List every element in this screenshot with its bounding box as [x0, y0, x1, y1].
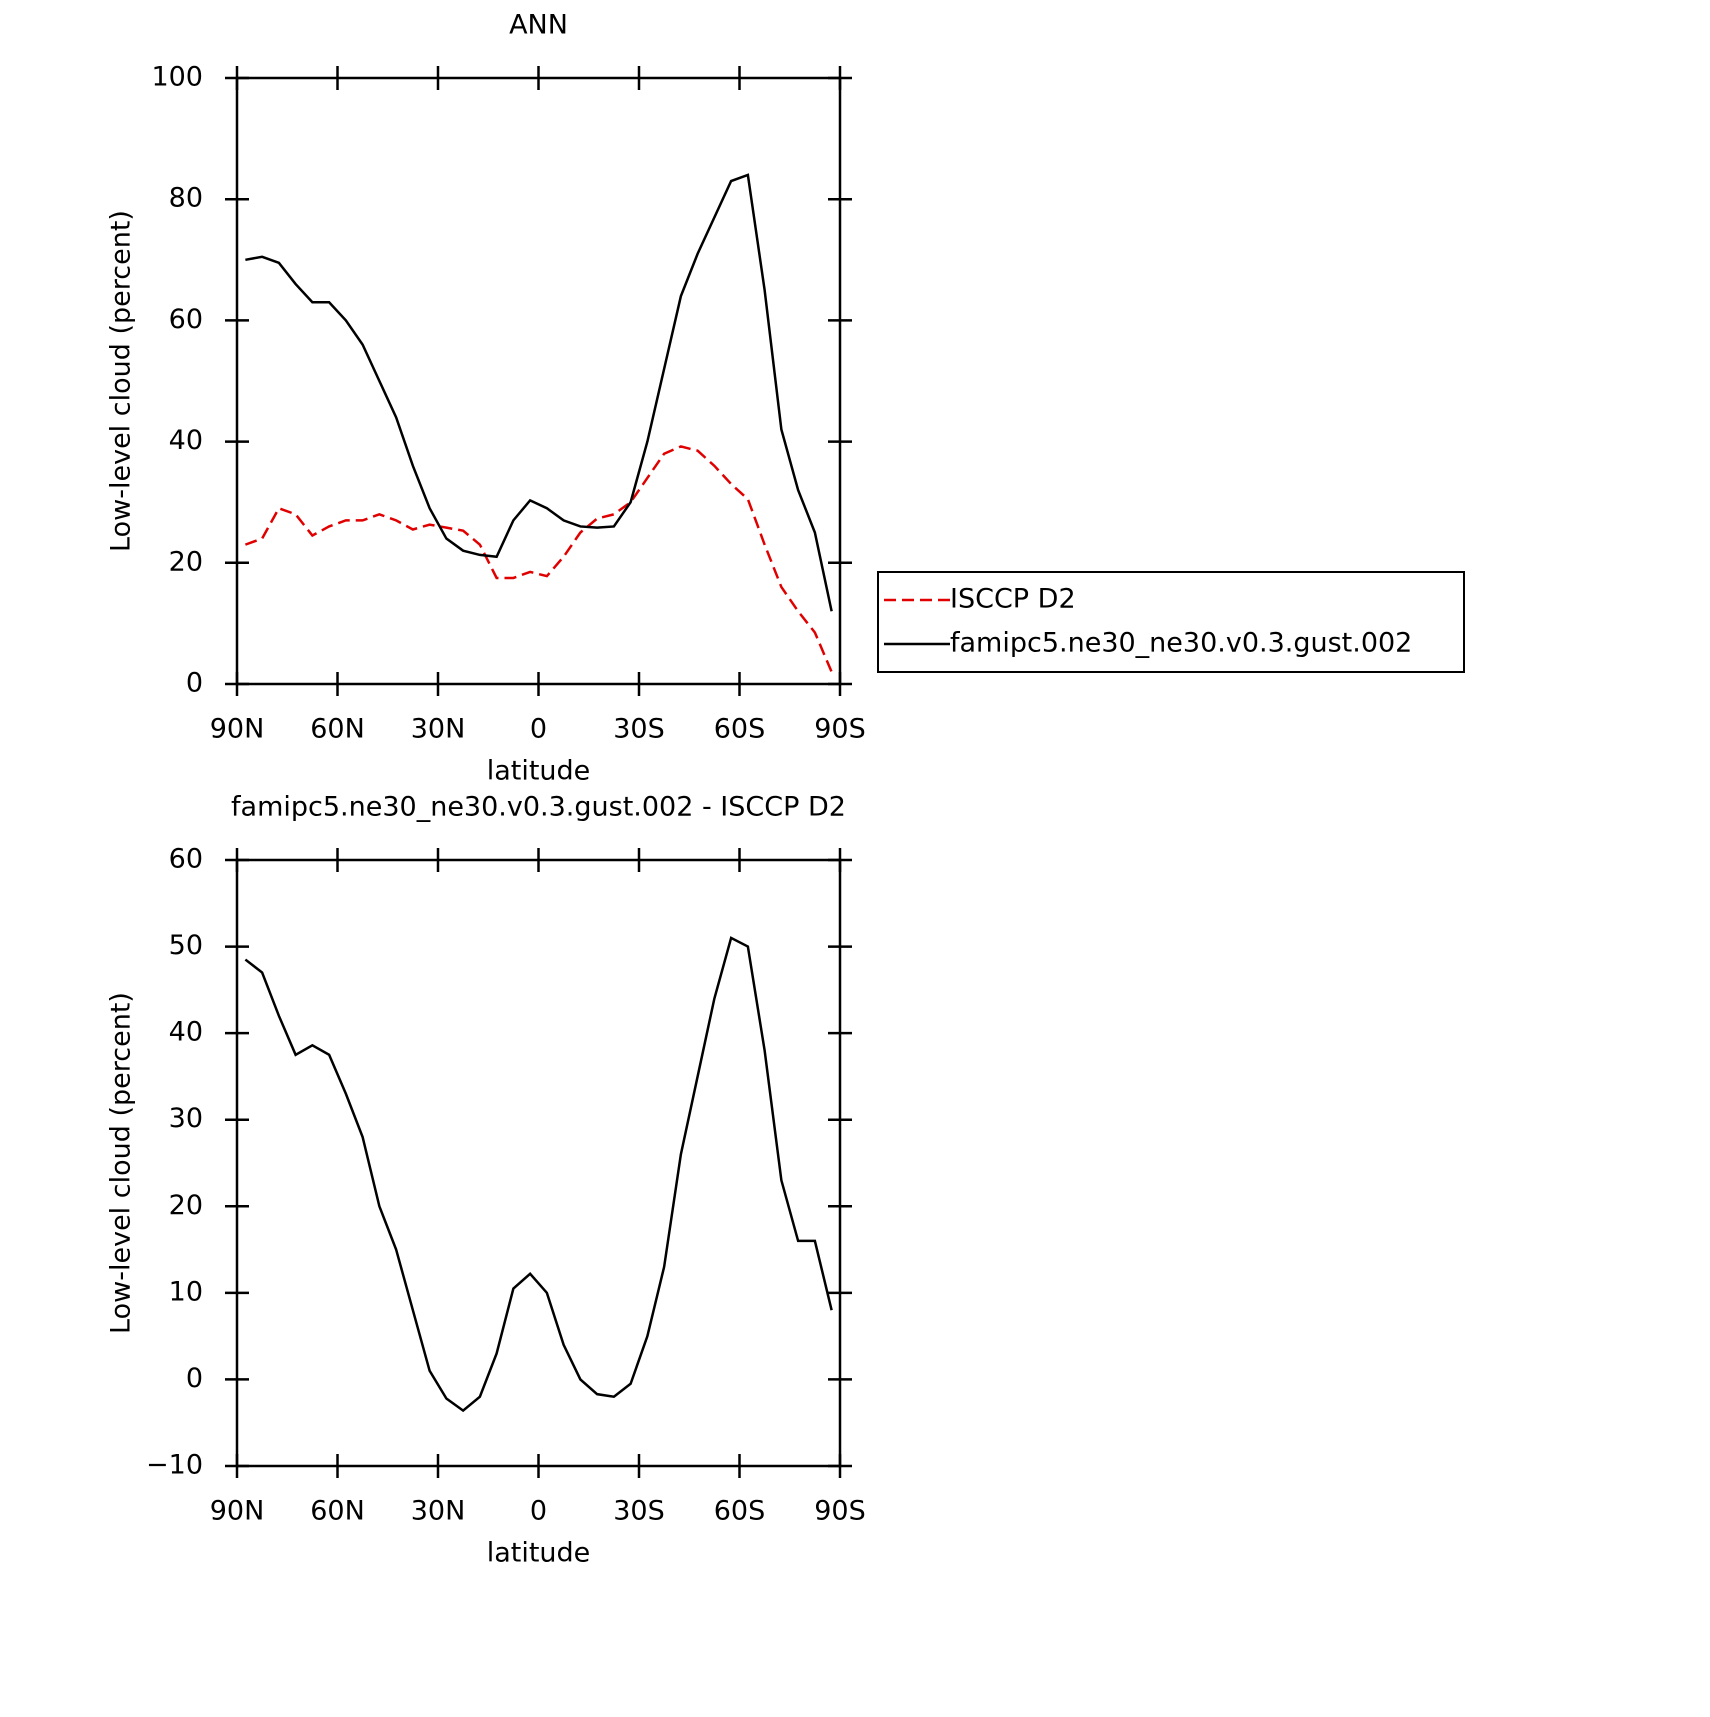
x-tick-label: 90S — [814, 714, 866, 745]
x-tick-label: 60N — [310, 1496, 365, 1527]
x-tick-label: 30N — [411, 714, 466, 745]
y-tick-label: 60 — [169, 844, 203, 875]
x-tick-label: 30S — [613, 714, 665, 745]
x-tick-label: 90N — [210, 1496, 265, 1527]
data-line — [245, 173, 833, 612]
y-tick-label: 100 — [151, 62, 203, 93]
data-line — [244, 445, 833, 673]
legend-label: famipc5.ne30_ne30.v0.3.gust.002 — [950, 628, 1412, 659]
y-tick-label: 60 — [169, 304, 203, 335]
legend — [877, 571, 1465, 673]
x-tick-label: 60N — [310, 714, 365, 745]
x-tick-label: 60S — [714, 714, 766, 745]
y-tick-label: 20 — [169, 546, 203, 577]
x-tick-label: 90S — [814, 1496, 866, 1527]
x-tick-label: 60S — [714, 1496, 766, 1527]
legend-label: ISCCP D2 — [950, 584, 1076, 615]
y-tick-label: 0 — [186, 1363, 203, 1394]
x-tick-label: 30S — [613, 1496, 665, 1527]
x-tick-label: 30N — [411, 1496, 466, 1527]
y-tick-label: 0 — [186, 668, 203, 699]
y-tick-label: 80 — [169, 183, 203, 214]
data-line — [244, 936, 833, 1413]
x-axis-label: latitude — [487, 1538, 591, 1569]
x-tick-label: 0 — [530, 1496, 547, 1527]
y-tick-label: 10 — [169, 1276, 203, 1307]
chart-title: ANN — [509, 10, 568, 41]
y-axis-label: Low-level cloud (percent) — [106, 210, 137, 552]
x-axis-label: latitude — [487, 756, 591, 787]
x-tick-label: 0 — [530, 714, 547, 745]
y-tick-label: 40 — [169, 425, 203, 456]
y-tick-label: −10 — [146, 1450, 203, 1481]
x-tick-label: 90N — [210, 714, 265, 745]
plot-frame — [235, 76, 842, 686]
y-axis-label: Low-level cloud (percent) — [106, 992, 137, 1334]
y-tick-label: 50 — [169, 930, 203, 961]
y-tick-label: 40 — [169, 1017, 203, 1048]
chart-title: famipc5.ne30_ne30.v0.3.gust.002 - ISCCP … — [231, 792, 846, 823]
y-tick-label: 20 — [169, 1190, 203, 1221]
y-tick-label: 30 — [169, 1103, 203, 1134]
